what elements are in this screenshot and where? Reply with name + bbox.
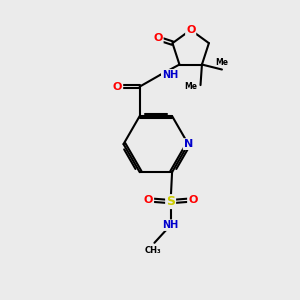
Text: O: O — [153, 33, 163, 43]
Text: O: O — [186, 25, 195, 35]
Text: CH₃: CH₃ — [145, 246, 161, 255]
Text: S: S — [166, 195, 175, 208]
Text: NH: NH — [163, 220, 179, 230]
Text: O: O — [188, 195, 197, 205]
Text: N: N — [184, 139, 193, 149]
Text: Me: Me — [184, 82, 198, 91]
Text: O: O — [113, 82, 122, 92]
Text: O: O — [144, 195, 153, 205]
Text: NH: NH — [162, 70, 178, 80]
Text: Me: Me — [215, 58, 228, 67]
